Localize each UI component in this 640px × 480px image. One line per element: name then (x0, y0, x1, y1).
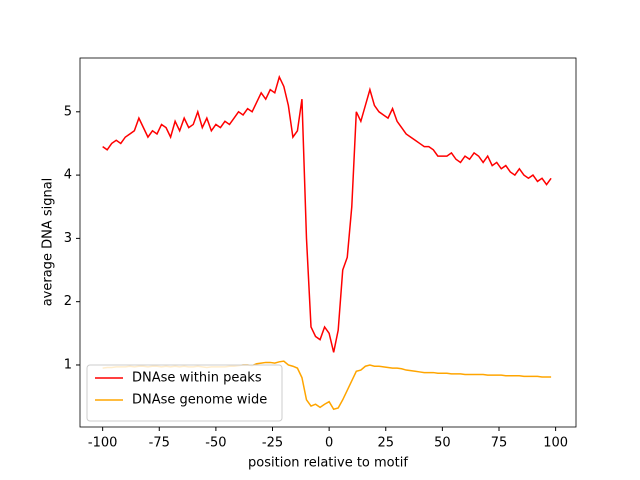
y-tick-label: 2 (64, 294, 72, 309)
x-tick-label: -75 (149, 436, 170, 451)
plot-frame (79, 57, 577, 428)
legend-label: DNAse within peaks (132, 371, 262, 386)
y-tick-label: 3 (64, 231, 72, 246)
x-tick-label: 75 (491, 436, 508, 451)
legend-box (86, 364, 283, 422)
line (102, 74, 552, 353)
y-tick-label: 1 (64, 357, 72, 372)
legend-label: DNAse genome wide (132, 393, 267, 408)
x-tick-label: 50 (434, 436, 451, 451)
x-tick-label: -100 (88, 436, 118, 451)
x-tick-label: -25 (262, 436, 283, 451)
y-tick-label: 4 (64, 168, 72, 183)
x-tick-label: -50 (205, 436, 226, 451)
x-tick-label: 0 (325, 436, 333, 451)
y-tick-label: 5 (64, 104, 72, 119)
x-axis-label: position relative to motif (248, 456, 408, 471)
x-tick-label: 25 (377, 436, 394, 451)
y-axis-label: average DNA signal (41, 178, 56, 307)
x-tick-label: 100 (543, 436, 568, 451)
